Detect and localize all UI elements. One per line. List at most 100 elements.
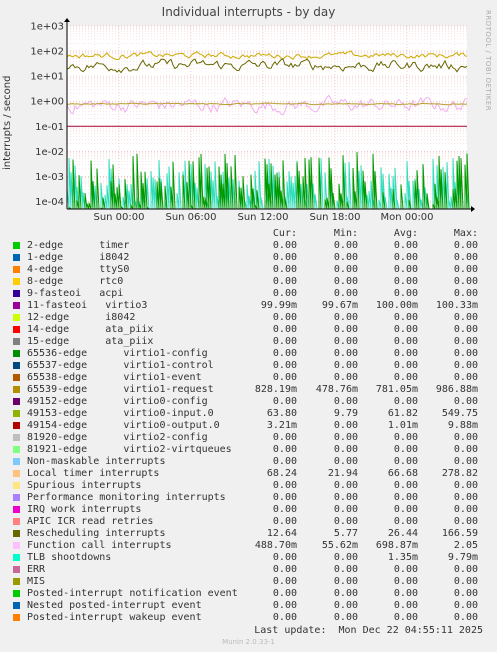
legend-swatch (13, 590, 20, 597)
legend-swatch (13, 410, 20, 417)
legend-swatch (13, 458, 20, 465)
legend-max-value: 0.00 (453, 516, 478, 527)
legend-cur-value: 0.00 (272, 324, 297, 335)
legend-row: 65537-edge virtio1-control 0.00 0.00 0.00 0.… (0, 360, 497, 372)
legend-label: 11-fasteoi virtio3 (27, 300, 148, 311)
legend-min-value: 0.00 (333, 456, 358, 467)
legend-max-value: 0.00 (453, 432, 478, 443)
legend-swatch (13, 290, 20, 297)
legend-label: 8-edge rtc0 (27, 276, 124, 287)
legend-cur-value: 0.00 (272, 456, 297, 467)
legend-avg-value: 0.00 (393, 444, 418, 455)
legend-avg-value: 0.00 (393, 372, 418, 383)
legend-cur-value: 0.00 (272, 612, 297, 623)
legend-cur-value: 0.00 (272, 432, 297, 443)
y-tick-label: 1e+02 (30, 47, 64, 58)
legend-max-value: 0.00 (453, 372, 478, 383)
legend-cur-value: 0.00 (272, 396, 297, 407)
header-cur: Cur: (272, 228, 297, 239)
legend-label: 2-edge timer (27, 240, 130, 251)
legend-min-value: 55.62m (321, 540, 358, 551)
legend-swatch (13, 542, 20, 549)
legend-row: 11-fasteoi virtio3 99.99m 99.67m 100.00m 100… (0, 300, 497, 312)
legend-cur-value: 0.00 (272, 264, 297, 275)
legend-max-value: 0.00 (453, 504, 478, 515)
legend-avg-value: 0.00 (393, 612, 418, 623)
legend-swatch (13, 338, 20, 345)
legend-row: 65536-edge virtio1-config 0.00 0.00 0.00 0.0… (0, 348, 497, 360)
legend-avg-value: 0.00 (393, 504, 418, 515)
legend-min-value: 0.00 (333, 444, 358, 455)
legend-avg-value: 0.00 (393, 516, 418, 527)
legend-row: 49153-edge virtio0-input.0 63.80 9.79 61.82… (0, 408, 497, 420)
legend-min-value: 478.76m (315, 384, 358, 395)
legend-row: 1-edge i8042 0.00 0.00 0.00 0.00 (0, 252, 497, 264)
series-rescheduling (66, 58, 468, 74)
legend-cur-value: 12.64 (266, 528, 297, 539)
legend-label: 4-edge ttyS0 (27, 264, 130, 275)
legend-cur-value: 0.00 (272, 480, 297, 491)
legend-swatch (13, 254, 20, 261)
legend-swatch (13, 326, 20, 333)
legend-avg-value: 698.87m (375, 540, 418, 551)
legend-label: Rescheduling interrupts (27, 528, 166, 539)
legend-max-value: 0.00 (453, 600, 478, 611)
legend-swatch (13, 578, 20, 585)
legend-cur-value: 3.21m (266, 420, 297, 431)
legend-max-value: 9.79m (447, 552, 478, 563)
legend-row: 9-fasteoi acpi 0.00 0.00 0.00 0.00 (0, 288, 497, 300)
legend-min-value: 0.00 (333, 324, 358, 335)
header-max: Max: (453, 228, 478, 239)
legend-avg-value: 0.00 (393, 564, 418, 575)
legend-cur-value: 0.00 (272, 600, 297, 611)
legend-min-value: 0.00 (333, 576, 358, 587)
legend-swatch (13, 434, 20, 441)
legend-cur-value: 0.00 (272, 336, 297, 347)
legend-label: 65537-edge virtio1-control (27, 360, 214, 371)
legend-swatch (13, 314, 20, 321)
legend-min-value: 99.67m (321, 300, 358, 311)
legend-min-value: 0.00 (333, 396, 358, 407)
legend-cur-value: 0.00 (272, 444, 297, 455)
legend-label: Posted-interrupt wakeup event (27, 612, 202, 623)
legend-min-value: 0.00 (333, 276, 358, 287)
legend-cur-value: 0.00 (272, 312, 297, 323)
legend-min-value: 9.79 (333, 408, 358, 419)
legend-max-value: 0.00 (453, 456, 478, 467)
legend-min-value: 0.00 (333, 240, 358, 251)
legend-label: Local timer interrupts (27, 468, 160, 479)
legend-row: 12-edge i8042 0.00 0.00 0.00 0.00 (0, 312, 497, 324)
legend-avg-value: 0.00 (393, 480, 418, 491)
legend-max-value: 278.82 (441, 468, 478, 479)
legend-min-value: 5.77 (333, 528, 358, 539)
legend-max-value: 2.05 (453, 540, 478, 551)
legend-row: 4-edge ttyS0 0.00 0.00 0.00 0.00 (0, 264, 497, 276)
legend-cur-value: 68.24 (266, 468, 297, 479)
legend-row: 49152-edge virtio0-config 0.00 0.00 0.00 0.0… (0, 396, 497, 408)
legend-row: Posted-interrupt notification event 0.00 0… (0, 588, 497, 600)
legend-cur-value: 828.19m (254, 384, 297, 395)
legend-avg-value: 0.00 (393, 336, 418, 347)
legend-row: 8-edge rtc0 0.00 0.00 0.00 0.00 (0, 276, 497, 288)
legend-max-value: 0.00 (453, 288, 478, 299)
legend-label: 65538-edge virtio1-event (27, 372, 202, 383)
legend-row: 81921-edge virtio2-virtqueues 0.00 0.00 0.0… (0, 444, 497, 456)
x-axis-arrow (471, 206, 475, 212)
chart-title: Individual interrupts - by day (161, 5, 336, 19)
legend-cur-value: 0.00 (272, 288, 297, 299)
series-virtio1-request (67, 102, 468, 106)
legend-max-value: 0.00 (453, 576, 478, 587)
legend-avg-value: 0.00 (393, 240, 418, 251)
legend-cur-value: 0.00 (272, 252, 297, 263)
legend-max-value: 0.00 (453, 276, 478, 287)
rrdtool-watermark: RRDTOOL / TOBI OETIKER (484, 10, 492, 112)
legend-cur-value: 0.00 (272, 360, 297, 371)
legend-cur-value: 0.00 (272, 516, 297, 527)
legend-label: 12-edge i8042 (27, 312, 136, 323)
legend-cur-value: 0.00 (272, 372, 297, 383)
legend-max-value: 166.59 (441, 528, 478, 539)
legend-swatch (13, 482, 20, 489)
legend-cur-value: 0.00 (272, 588, 297, 599)
legend-max-value: 9.88m (447, 420, 478, 431)
